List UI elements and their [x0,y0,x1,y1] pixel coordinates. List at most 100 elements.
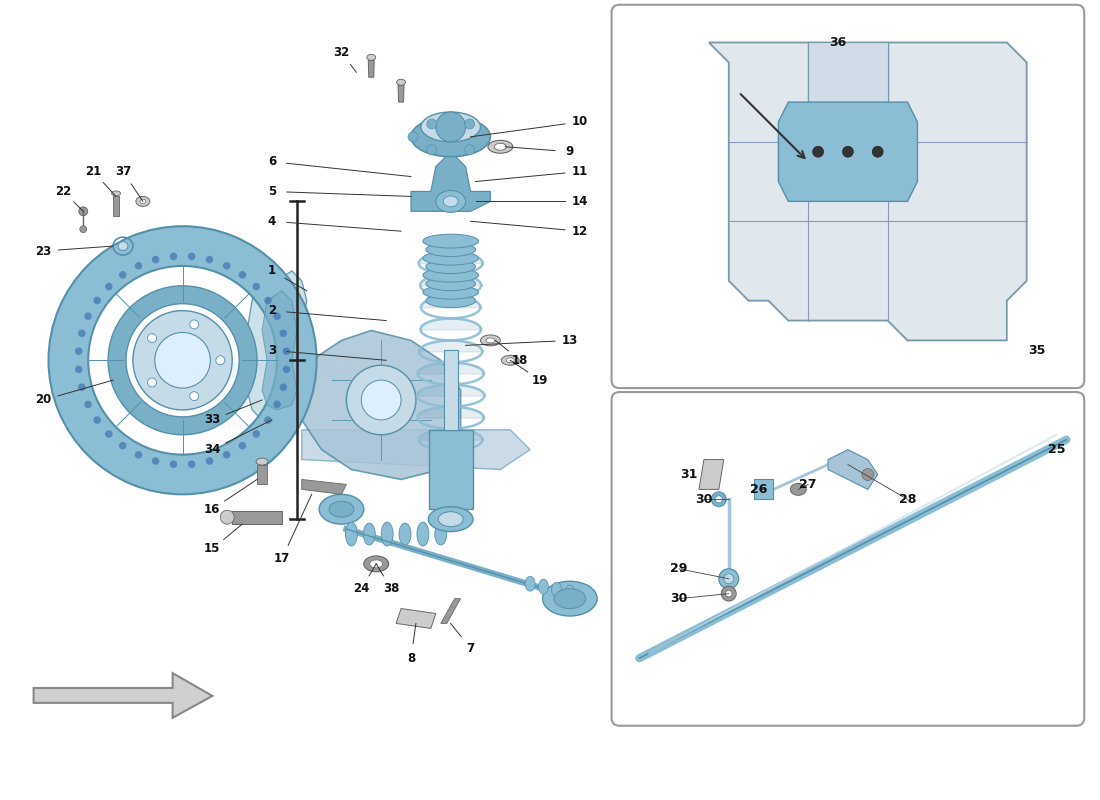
Text: 26: 26 [750,483,767,496]
Circle shape [239,442,246,450]
Text: 28: 28 [899,493,916,506]
Circle shape [427,119,437,129]
Ellipse shape [443,196,458,207]
Ellipse shape [718,569,739,589]
Circle shape [223,262,230,270]
Text: 32: 32 [333,46,350,59]
Text: 23: 23 [35,245,52,258]
Text: europarts: europarts [188,356,356,385]
Circle shape [147,334,156,342]
Circle shape [223,451,230,458]
Circle shape [134,451,142,458]
Text: 5: 5 [267,185,276,198]
Text: 17: 17 [274,552,290,566]
Circle shape [155,333,210,388]
Polygon shape [301,479,346,494]
Text: a passion for parts since 1969: a passion for parts since 1969 [204,418,361,442]
Ellipse shape [426,260,475,274]
Circle shape [206,256,213,263]
Polygon shape [443,350,458,430]
Ellipse shape [422,286,478,299]
Text: 1: 1 [268,265,276,278]
Circle shape [264,416,272,424]
Ellipse shape [481,335,500,346]
Circle shape [283,347,290,355]
Text: 15: 15 [205,542,220,555]
Text: 10: 10 [572,115,587,129]
Circle shape [169,460,177,468]
Text: 4: 4 [267,214,276,228]
Ellipse shape [421,112,481,142]
Ellipse shape [426,242,475,257]
Circle shape [408,132,418,142]
Circle shape [94,297,101,304]
Ellipse shape [715,496,723,502]
Ellipse shape [397,79,406,86]
Ellipse shape [319,494,364,524]
Polygon shape [301,330,461,479]
Ellipse shape [436,190,465,212]
Text: 14: 14 [572,195,588,208]
Text: 35: 35 [1027,344,1045,357]
Ellipse shape [256,458,268,465]
Text: 2: 2 [268,304,276,317]
Polygon shape [708,42,1026,341]
Ellipse shape [790,483,806,495]
Circle shape [264,297,272,304]
FancyBboxPatch shape [612,392,1085,726]
Text: 22: 22 [55,185,72,198]
Circle shape [78,330,86,337]
Polygon shape [34,673,212,718]
Circle shape [75,366,82,373]
Polygon shape [113,197,119,216]
Circle shape [94,416,101,424]
Circle shape [427,145,437,154]
Text: 37: 37 [114,165,131,178]
Polygon shape [698,459,724,490]
Circle shape [85,313,91,320]
Polygon shape [257,465,267,485]
Text: 6: 6 [267,155,276,168]
Circle shape [190,392,199,401]
Ellipse shape [712,492,726,506]
Polygon shape [429,430,473,510]
Circle shape [813,146,824,157]
Circle shape [861,469,873,481]
Ellipse shape [111,191,121,196]
Ellipse shape [382,522,393,546]
Circle shape [190,320,199,329]
Circle shape [79,207,88,216]
Text: 9: 9 [565,146,574,158]
Circle shape [239,271,246,278]
Circle shape [75,347,82,355]
Polygon shape [779,102,917,202]
Ellipse shape [554,589,585,609]
Ellipse shape [417,522,429,546]
Circle shape [273,401,280,408]
Polygon shape [232,511,282,524]
Circle shape [106,430,112,438]
Text: 16: 16 [205,502,220,516]
Polygon shape [411,157,491,211]
Circle shape [464,145,474,154]
Ellipse shape [364,556,388,572]
Text: 7: 7 [466,642,474,654]
Ellipse shape [722,586,736,601]
Polygon shape [398,86,404,102]
Ellipse shape [486,338,495,343]
Circle shape [80,226,87,233]
Circle shape [147,378,156,387]
Ellipse shape [370,560,383,568]
Circle shape [361,380,402,420]
Circle shape [279,383,287,391]
Polygon shape [248,271,307,420]
Text: 11: 11 [572,165,587,178]
Ellipse shape [426,277,475,290]
Text: 12: 12 [572,225,587,238]
Text: 27: 27 [800,478,817,491]
Circle shape [188,253,196,260]
Polygon shape [262,290,297,410]
Circle shape [253,282,260,290]
Polygon shape [828,450,878,490]
Text: 29: 29 [670,562,688,575]
